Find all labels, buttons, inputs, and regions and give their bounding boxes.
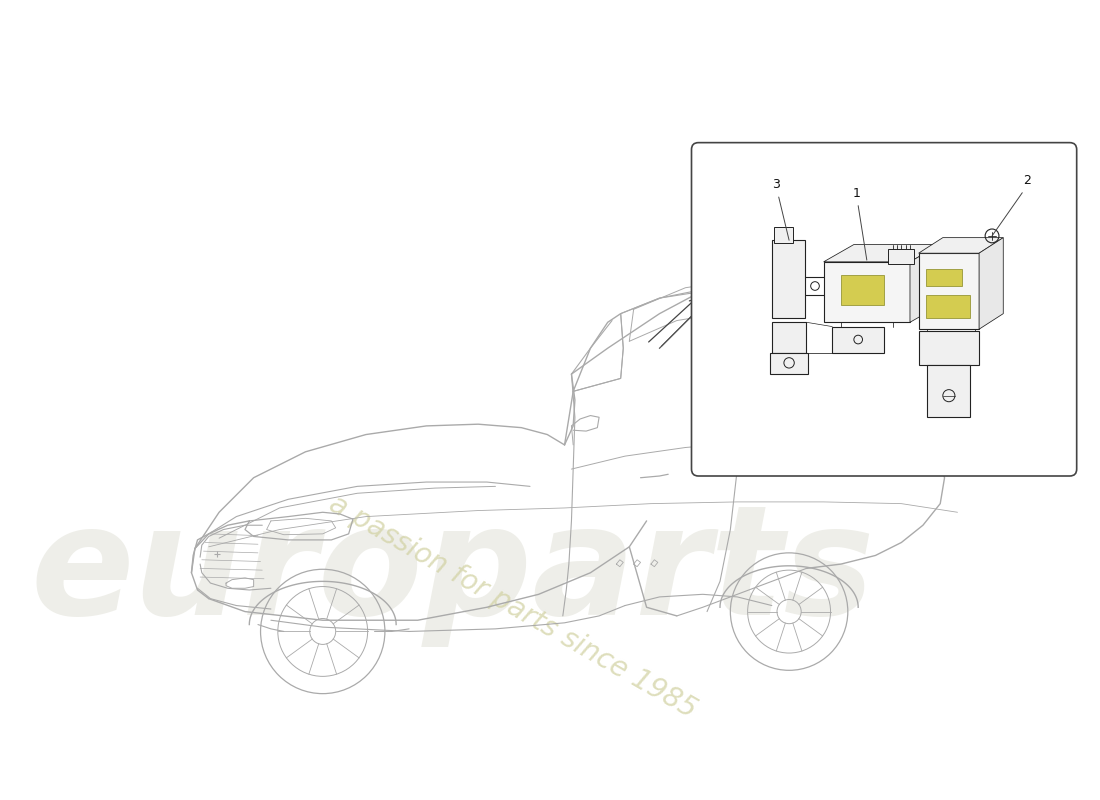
FancyBboxPatch shape xyxy=(692,142,1077,476)
Text: 3: 3 xyxy=(772,178,780,191)
Polygon shape xyxy=(824,245,940,262)
Polygon shape xyxy=(773,227,793,243)
Polygon shape xyxy=(910,245,940,322)
Polygon shape xyxy=(918,238,1003,253)
Polygon shape xyxy=(979,238,1003,329)
Polygon shape xyxy=(925,294,970,318)
Text: europarts: europarts xyxy=(30,498,875,647)
Polygon shape xyxy=(918,253,979,329)
Text: 2: 2 xyxy=(1023,174,1031,186)
Polygon shape xyxy=(925,269,961,286)
Polygon shape xyxy=(772,322,806,353)
Polygon shape xyxy=(840,274,884,305)
Polygon shape xyxy=(927,366,970,418)
Polygon shape xyxy=(889,249,914,263)
Text: 1: 1 xyxy=(852,186,860,200)
Polygon shape xyxy=(824,262,910,322)
Polygon shape xyxy=(833,326,884,353)
Text: a passion for parts since 1985: a passion for parts since 1985 xyxy=(324,490,702,724)
Polygon shape xyxy=(772,240,804,318)
Polygon shape xyxy=(770,353,808,374)
Polygon shape xyxy=(918,331,979,366)
